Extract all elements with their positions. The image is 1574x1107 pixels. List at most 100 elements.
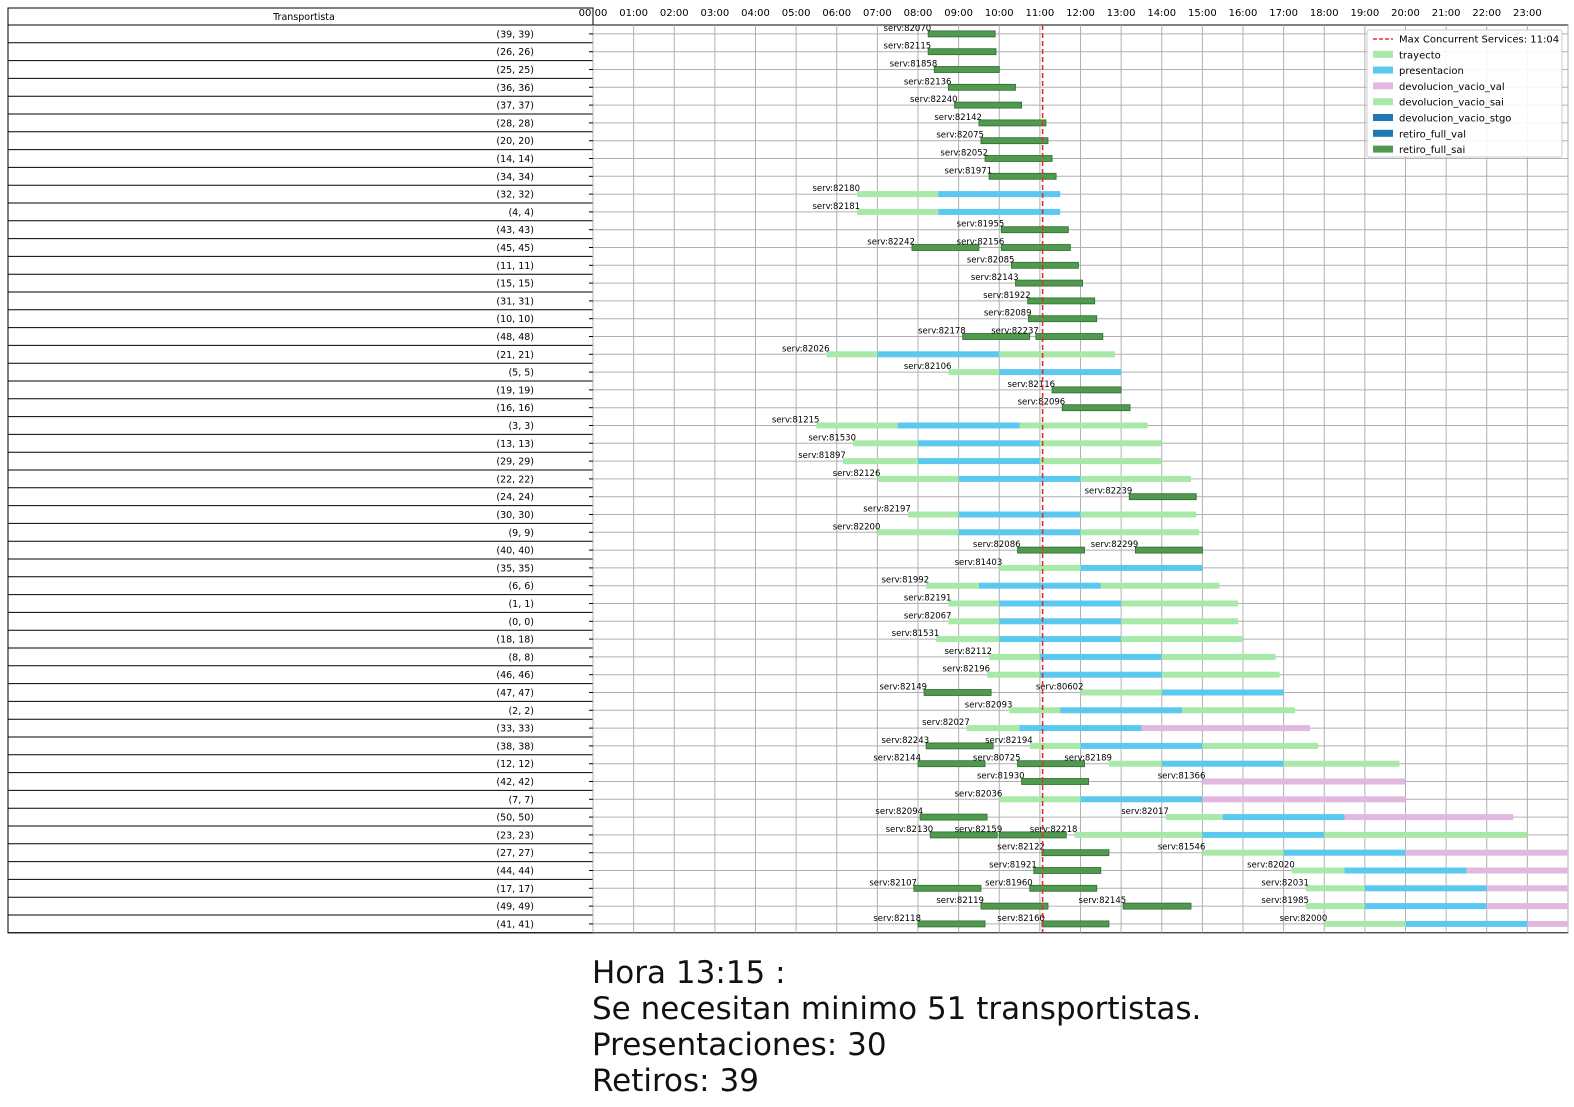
service-segment-trayecto [1121, 636, 1243, 643]
service-segment-trayecto [948, 618, 1000, 625]
service-label: serv:82136 [904, 77, 952, 87]
service-segment-trayecto [1074, 831, 1203, 838]
service-label: serv:82070 [884, 24, 932, 34]
row-label: (24, 24) [496, 492, 534, 503]
service-segment-presentacion [1364, 903, 1487, 910]
x-tick-label: 09:00 [944, 8, 973, 19]
service-bars [816, 30, 1568, 928]
service-segment-retiro-full-sai [1021, 778, 1090, 785]
service-label: serv:80725 [973, 754, 1021, 764]
service-segment-trayecto [966, 725, 1020, 732]
service-segment-trayecto [1039, 440, 1162, 447]
service-segment-trayecto [1100, 582, 1220, 589]
service-segment-presentacion [938, 191, 1061, 198]
service-segment-trayecto [1080, 475, 1191, 482]
service-segment-trayecto [989, 653, 1040, 660]
service-segment-trayecto [1080, 529, 1200, 536]
service-label: serv:82243 [882, 736, 930, 746]
service-segment-retiro-full-sai [1122, 902, 1192, 910]
service-segment-retiro-full-sai [927, 48, 997, 56]
row-label: (9, 9) [508, 528, 534, 539]
transportista-table: Transportista (39, 39) (26, 26) (25, 25) (36… [7, 7, 594, 934]
service-segment-retiro-full-sai [1035, 333, 1104, 340]
service-segment-trayecto [1202, 849, 1284, 856]
service-segment-trayecto [1324, 920, 1406, 927]
x-tick-label: 05:00 [782, 8, 811, 19]
row-label: (44, 44) [496, 866, 534, 877]
service-segment-presentacion [938, 208, 1061, 215]
service-segment-presentacion [1039, 653, 1162, 660]
service-segment-presentacion [1161, 689, 1284, 696]
legend-box [1366, 29, 1563, 158]
service-segment-trayecto [853, 440, 918, 447]
row-label: (38, 38) [496, 741, 534, 752]
row-label: (3, 3) [508, 421, 534, 432]
service-segment-devolucion-vacio-val [1344, 814, 1514, 821]
service-segment-trayecto [999, 564, 1081, 571]
service-segment-trayecto [1009, 707, 1061, 714]
row-label: (22, 22) [496, 474, 534, 485]
service-segment-retiro-full-sai [948, 83, 1016, 91]
x-tick-label: 13:00 [1107, 8, 1136, 19]
service-label: serv:82107 [869, 878, 917, 888]
legend-label: retiro_full_sai [1399, 145, 1465, 156]
service-segment-trayecto [926, 582, 979, 589]
service-label: serv:82036 [955, 789, 1003, 799]
service-label: serv:82143 [971, 273, 1019, 283]
row-label: (6, 6) [508, 581, 534, 592]
service-segment-trayecto [1324, 831, 1528, 838]
service-segment-retiro-full-sai [1029, 884, 1098, 892]
service-segment-retiro-full-sai [1027, 297, 1096, 305]
service-segment-presentacion [978, 582, 1101, 589]
service-label: serv:81930 [977, 772, 1025, 782]
service-segment-presentacion [1080, 564, 1203, 571]
service-segment-presentacion [1080, 796, 1203, 803]
service-label: serv:82094 [875, 807, 923, 817]
service-segment-trayecto [948, 369, 1000, 376]
row-label: (10, 10) [496, 314, 534, 325]
service-segment-trayecto [1108, 760, 1162, 767]
service-label: serv:82027 [922, 718, 970, 728]
x-tick-label: 10:00 [985, 8, 1014, 19]
service-segment-presentacion [1080, 742, 1203, 749]
service-segment-presentacion [999, 369, 1122, 376]
service-segment-devolucion-vacio-val [1141, 725, 1311, 732]
service-segment-devolucion-vacio-val [1486, 903, 1568, 910]
service-label: serv:82126 [833, 469, 881, 479]
x-tick-label: 19:00 [1350, 8, 1379, 19]
service-segment-trayecto [987, 671, 1040, 678]
service-label: serv:82112 [944, 647, 992, 657]
service-segment-trayecto [999, 351, 1116, 358]
service-segment-trayecto [857, 191, 939, 198]
service-label: serv:81531 [892, 629, 940, 639]
service-segment-retiro-full-sai [1000, 226, 1069, 234]
service-segment-presentacion [1222, 814, 1345, 821]
summary-minimo: Se necesitan minimo 51 transportistas. [592, 991, 1202, 1027]
service-segment-presentacion [1039, 671, 1162, 678]
service-label: serv:82196 [942, 665, 990, 675]
table-header: Transportista [272, 12, 335, 23]
service-segment-presentacion [999, 618, 1122, 625]
service-segment-trayecto [1161, 653, 1276, 660]
row-label: (41, 41) [496, 919, 534, 930]
service-label: serv:80602 [1036, 683, 1084, 693]
service-segment-trayecto [1080, 689, 1162, 696]
legend-label: presentacion [1399, 66, 1464, 77]
service-label: serv:81366 [1158, 772, 1206, 782]
service-segment-retiro-full-sai [954, 101, 1022, 109]
service-segment-presentacion [999, 600, 1122, 607]
service-segment-trayecto [1283, 760, 1400, 767]
service-segment-presentacion [958, 475, 1081, 482]
row-label: (26, 26) [496, 47, 534, 58]
service-label: serv:82191 [904, 594, 952, 604]
service-segment-trayecto [1305, 885, 1365, 892]
row-label: (46, 46) [496, 670, 534, 681]
service-segment-retiro-full-sai [998, 831, 1067, 839]
service-label: serv:82130 [886, 825, 934, 835]
row-label: (25, 25) [496, 65, 534, 76]
row-label: (19, 19) [496, 385, 534, 396]
row-label: (18, 18) [496, 635, 534, 646]
service-segment-presentacion [918, 440, 1040, 447]
service-label: serv:81897 [798, 451, 846, 461]
row-label: (12, 12) [496, 759, 534, 770]
